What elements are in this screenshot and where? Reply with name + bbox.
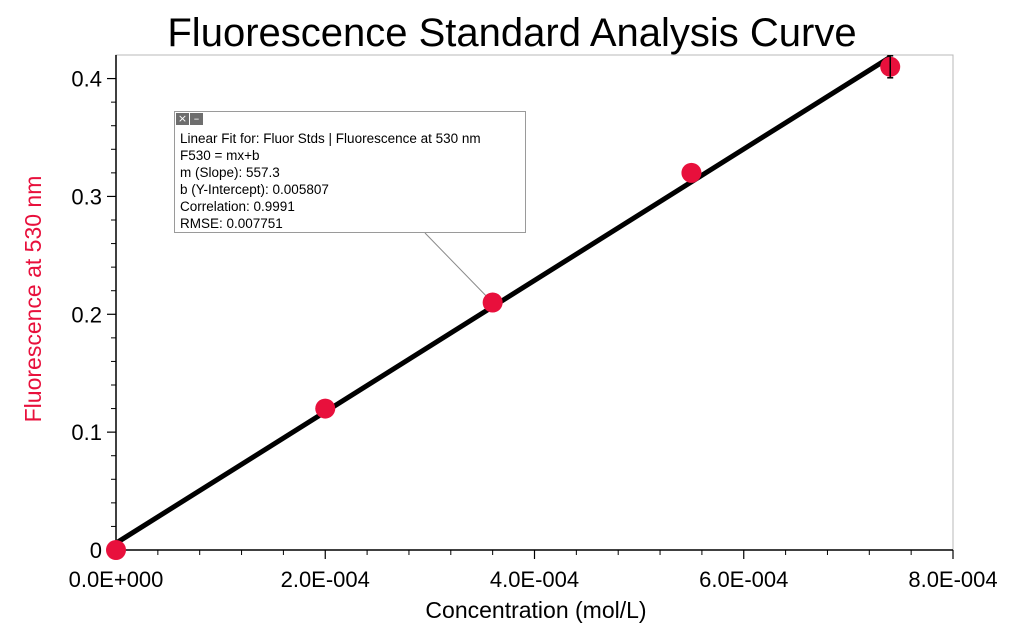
x-tick-label: 2.0E-004: [281, 567, 370, 592]
x-tick-label: 4.0E-004: [490, 567, 579, 592]
x-tick-label: 0.0E+000: [69, 567, 164, 592]
y-tick-label: 0.4: [71, 67, 102, 92]
data-point: [315, 398, 336, 419]
annotation-line-rmse: RMSE: 0.007751: [180, 216, 283, 231]
data-point: [482, 292, 503, 313]
annotation-line-fit-title: Linear Fit for: Fluor Stds | Fluorescenc…: [180, 131, 481, 146]
minimize-icon[interactable]: –: [190, 113, 203, 125]
annotation-line-slope: m (Slope): 557.3: [180, 165, 280, 180]
x-tick-label: 8.0E-004: [908, 567, 997, 592]
data-point: [106, 540, 126, 560]
annotation-box-controls: × –: [176, 113, 203, 125]
annotation-callout-line: [424, 232, 494, 304]
linear-fit-line: [114, 54, 892, 546]
chart-title: Fluorescence Standard Analysis Curve: [167, 11, 856, 55]
annotation-line-correlation: Correlation: 0.9991: [180, 199, 295, 214]
annotation-line-equation: F530 = mx+b: [180, 148, 260, 163]
y-tick-label: 0.2: [71, 302, 102, 327]
fit-line-group: [114, 54, 892, 546]
y-tick-label: 0.3: [71, 184, 102, 209]
x-tick-label: 6.0E-004: [699, 567, 788, 592]
data-points: [106, 55, 901, 560]
annotation-line-intercept: b (Y-Intercept): 0.005807: [180, 182, 329, 197]
y-tick-label: 0: [90, 538, 102, 563]
x-axis-label: Concentration (mol/L): [425, 597, 646, 623]
close-icon[interactable]: ×: [176, 112, 189, 125]
y-axis-label: Fluorescence at 530 nm: [20, 176, 46, 423]
linear-fit-annotation-box[interactable]: × – Linear Fit for: Fluor Stds | Fluores…: [174, 111, 526, 233]
data-point: [681, 162, 702, 183]
tick-labels: 0.0E+000 2.0E-004 4.0E-004 6.0E-004 8.0E-004…: [69, 67, 998, 592]
annotation-text: Linear Fit for: Fluor Stds | Fluorescenc…: [180, 130, 481, 232]
y-tick-label: 0.1: [71, 420, 102, 445]
